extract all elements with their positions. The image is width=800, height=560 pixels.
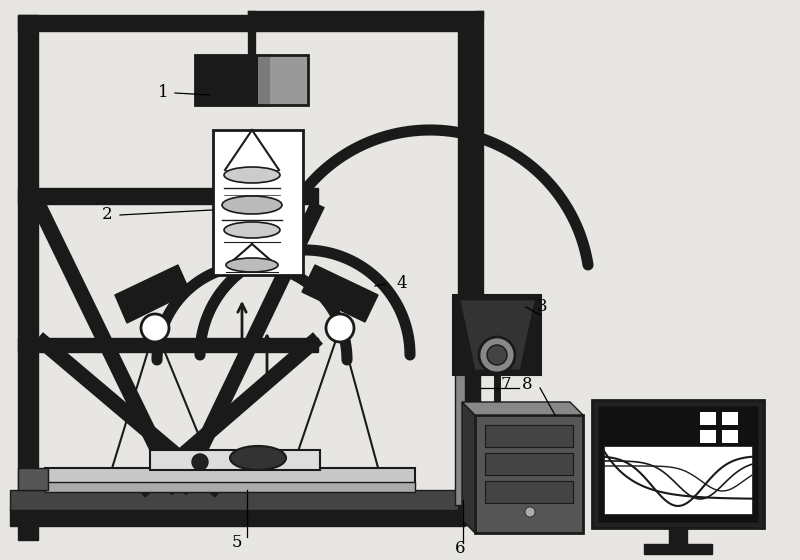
Circle shape [141,314,169,342]
Text: 2: 2 [102,207,112,223]
Polygon shape [115,265,190,323]
Bar [213,130,303,275]
Text: 3: 3 [537,298,547,315]
Bar [722,412,738,425]
Circle shape [479,337,515,373]
Bar [45,468,415,486]
Polygon shape [462,402,475,533]
Bar [592,400,764,528]
Text: 6: 6 [454,540,466,557]
Bar [644,544,712,554]
Ellipse shape [230,446,286,470]
Text: 4: 4 [397,276,407,292]
Bar [10,508,465,526]
Bar [18,468,48,490]
Polygon shape [460,300,535,370]
Bar [604,446,752,514]
Bar [700,448,716,461]
Bar [485,453,573,475]
Bar [195,55,270,105]
Bar [258,55,308,105]
Ellipse shape [224,167,280,183]
Bar [318,15,480,31]
Bar [45,482,415,492]
Bar [455,370,465,505]
Bar [700,412,716,425]
Bar [18,188,318,204]
Bar [453,295,541,375]
Text: 5: 5 [232,534,242,552]
Ellipse shape [222,196,282,214]
Bar [722,448,738,461]
Polygon shape [462,402,583,415]
Text: 8: 8 [522,376,532,394]
Bar [195,55,308,105]
Bar [18,15,318,31]
Circle shape [525,507,535,517]
Bar [598,406,758,522]
Circle shape [192,454,208,470]
Text: 1: 1 [158,85,168,101]
Bar [18,338,318,352]
Ellipse shape [224,222,280,238]
Bar [458,15,480,525]
Bar [700,430,716,443]
Circle shape [326,314,354,342]
Circle shape [487,345,507,365]
Polygon shape [302,265,378,322]
Bar [18,15,38,540]
Bar [669,528,687,546]
Bar [270,55,308,105]
Bar [150,450,320,470]
Bar [485,481,573,503]
Ellipse shape [226,258,278,272]
Bar [475,415,583,533]
Bar [722,430,738,443]
Text: 7: 7 [501,376,511,394]
Bar [10,490,465,510]
Bar [485,425,573,447]
